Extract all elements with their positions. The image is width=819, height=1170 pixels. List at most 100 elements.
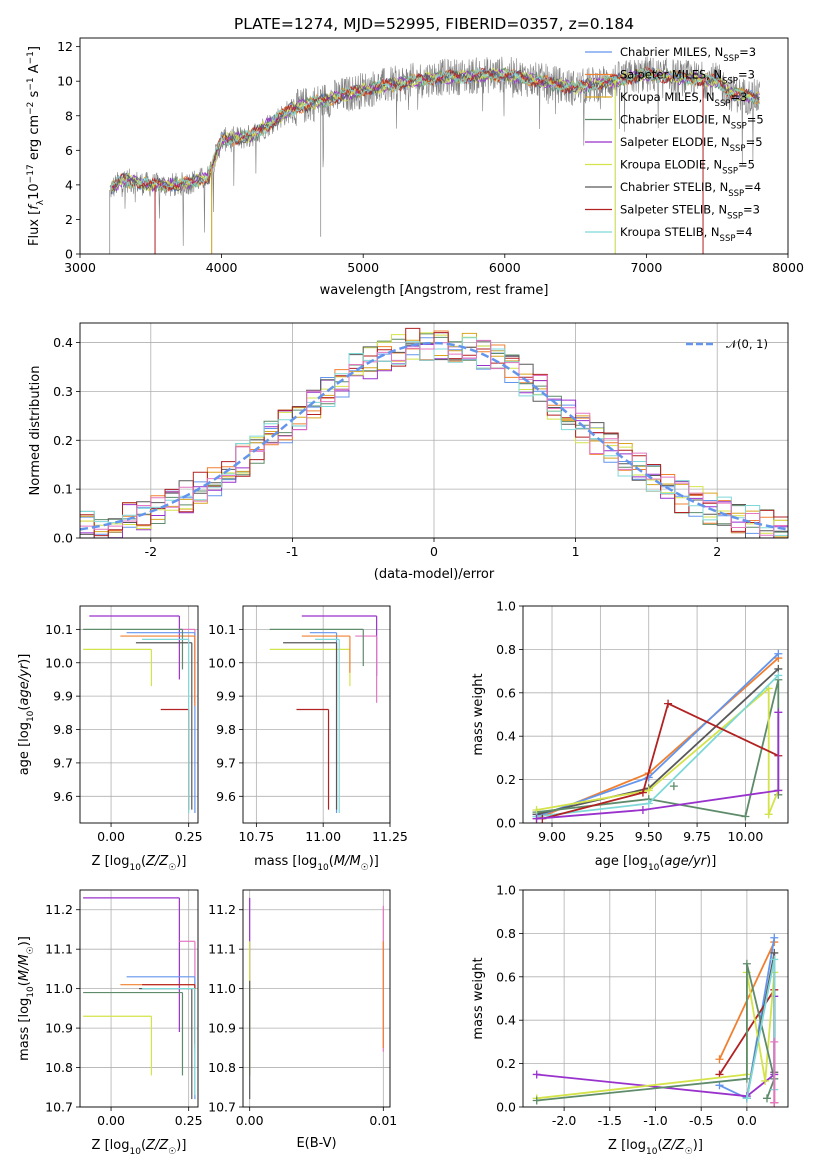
y-tick-label: 10 — [57, 74, 73, 89]
weight-marker — [532, 1070, 541, 1079]
weight-marker — [669, 782, 678, 791]
error-bar — [83, 991, 184, 1076]
x-tick-label: 11.25 — [372, 829, 408, 844]
y-tick-label: 10.8 — [208, 1060, 236, 1075]
plot-area — [249, 897, 384, 1100]
y-tick-label: 0.2 — [496, 1056, 516, 1071]
y-tick-label: 8 — [65, 108, 73, 123]
y-tick-label: 10.8 — [45, 1060, 73, 1075]
y-tick-label: 11.1 — [45, 942, 73, 957]
model-spectrum — [110, 67, 760, 192]
plot-area — [83, 615, 196, 813]
error-bar — [355, 635, 378, 703]
y-tick-label: 10.9 — [208, 1021, 236, 1036]
error-bar — [296, 708, 330, 810]
x-tick-label: 0.00 — [97, 829, 125, 844]
error-bar — [135, 642, 193, 810]
y-tick-label: 9.6 — [216, 789, 236, 804]
x-tick-label: 5000 — [347, 260, 379, 275]
x-axis-label: Z [log10(Z/Z☉)] — [92, 1138, 187, 1157]
x-tick-label: 6000 — [489, 260, 521, 275]
error-bar — [83, 628, 184, 670]
plot-area — [83, 897, 196, 1100]
error-bar — [142, 988, 196, 1096]
error-bar — [283, 642, 338, 810]
y-tick-label: 0 — [65, 247, 73, 262]
weight-marker — [770, 955, 779, 964]
error-bar — [301, 635, 351, 673]
age-vs-mass-panel: 10.75 11.00 11.25 9.6 9.7 9.8 9.9 10.0 10.1 mass … — [208, 605, 408, 873]
y-tick-label: 9.8 — [53, 722, 73, 737]
plot-area — [109, 56, 760, 254]
weight-marker — [742, 1074, 751, 1083]
y-tick-label: 9.8 — [216, 722, 236, 737]
weight-marker — [715, 1081, 724, 1090]
x-tick-label: 3000 — [64, 260, 96, 275]
y-tick-label: 10.9 — [45, 1021, 73, 1036]
weight-marker — [770, 1098, 779, 1107]
plot-area — [532, 649, 783, 823]
y-tick-label: 0.3 — [53, 384, 73, 399]
axes-frame — [522, 605, 789, 824]
legend-label: 𝒩(0, 1) — [726, 337, 768, 351]
y-tick-label: 10.7 — [208, 1100, 236, 1115]
y-tick-label: 0.6 — [496, 969, 516, 984]
x-tick-label: 4000 — [206, 260, 238, 275]
x-axis-label: Z [log10(Z/Z☉)] — [92, 854, 187, 873]
x-axis-label: (data-model)/error — [374, 567, 495, 582]
x-tick-label: -2.0 — [552, 1113, 576, 1128]
axes-frame — [79, 605, 199, 824]
weight-marker — [761, 1076, 770, 1085]
y-tick-label: 10.7 — [45, 1100, 73, 1115]
weight-marker — [715, 1055, 724, 1064]
x-axis-label: age [log10(age/yr)] — [595, 854, 717, 873]
legend-label: Chabrier STELIB, NSSP=4 — [620, 180, 761, 199]
y-tick-label: 6 — [65, 143, 73, 158]
axes-frame — [522, 889, 789, 1108]
axes-frame — [79, 889, 199, 1108]
legend-label: Chabrier ELODIE, NSSP=5 — [620, 113, 764, 132]
legend-label: Kroupa MILES, NSSP=3 — [620, 90, 747, 109]
age-vs-metallicity-panel: 0.00 0.25 9.6 9.7 9.8 9.9 10.0 10.1 Z [log10(Z/Z… — [17, 605, 203, 873]
error-bar — [83, 897, 180, 1033]
weight-marker — [764, 810, 773, 819]
y-tick-label: 11.2 — [208, 902, 236, 917]
x-axis-label: E(B-V) — [296, 1136, 336, 1151]
x-tick-label: -1 — [286, 544, 298, 559]
y-tick-label: 0.2 — [496, 772, 516, 787]
error-bar — [269, 648, 351, 687]
y-axis-label: mass [log10(M/M☉)] — [17, 936, 36, 1061]
weight-marker — [770, 1037, 779, 1046]
y-tick-label: 10.0 — [208, 655, 236, 670]
x-tick-label: 10.75 — [238, 829, 274, 844]
x-tick-label: 2 — [713, 544, 721, 559]
x-tick-label: 1 — [572, 544, 580, 559]
x-tick-label: -1.5 — [598, 1113, 622, 1128]
axes-frame — [79, 37, 789, 255]
x-tick-label: -0.5 — [689, 1113, 713, 1128]
x-tick-label: 9.50 — [635, 829, 663, 844]
error-bar — [126, 632, 196, 813]
error-bar — [139, 988, 193, 1100]
y-tick-label: 9.7 — [216, 755, 236, 770]
x-tick-label: 9.25 — [586, 829, 614, 844]
plot-area — [269, 615, 378, 813]
y-tick-label: 0.2 — [53, 433, 73, 448]
weight-marker — [774, 708, 783, 717]
error-bar — [83, 1015, 153, 1076]
model-spectrum — [110, 66, 760, 193]
y-tick-label: 0.4 — [496, 729, 516, 744]
weight-marker — [532, 1096, 541, 1105]
x-tick-label: 0.0 — [737, 1113, 757, 1128]
residual-histogram — [80, 337, 788, 536]
legend-label: Kroupa STELIB, NSSP=4 — [620, 225, 752, 244]
plot-area — [532, 933, 779, 1107]
weight-marker — [762, 1094, 771, 1103]
legend-label: Salpeter STELIB, NSSP=3 — [620, 203, 760, 222]
x-tick-label: 9.75 — [683, 829, 711, 844]
weight-marker — [770, 933, 779, 942]
axes-frame — [79, 322, 789, 539]
y-tick-label: 0.0 — [53, 531, 73, 546]
x-tick-label: -1.0 — [643, 1113, 667, 1128]
